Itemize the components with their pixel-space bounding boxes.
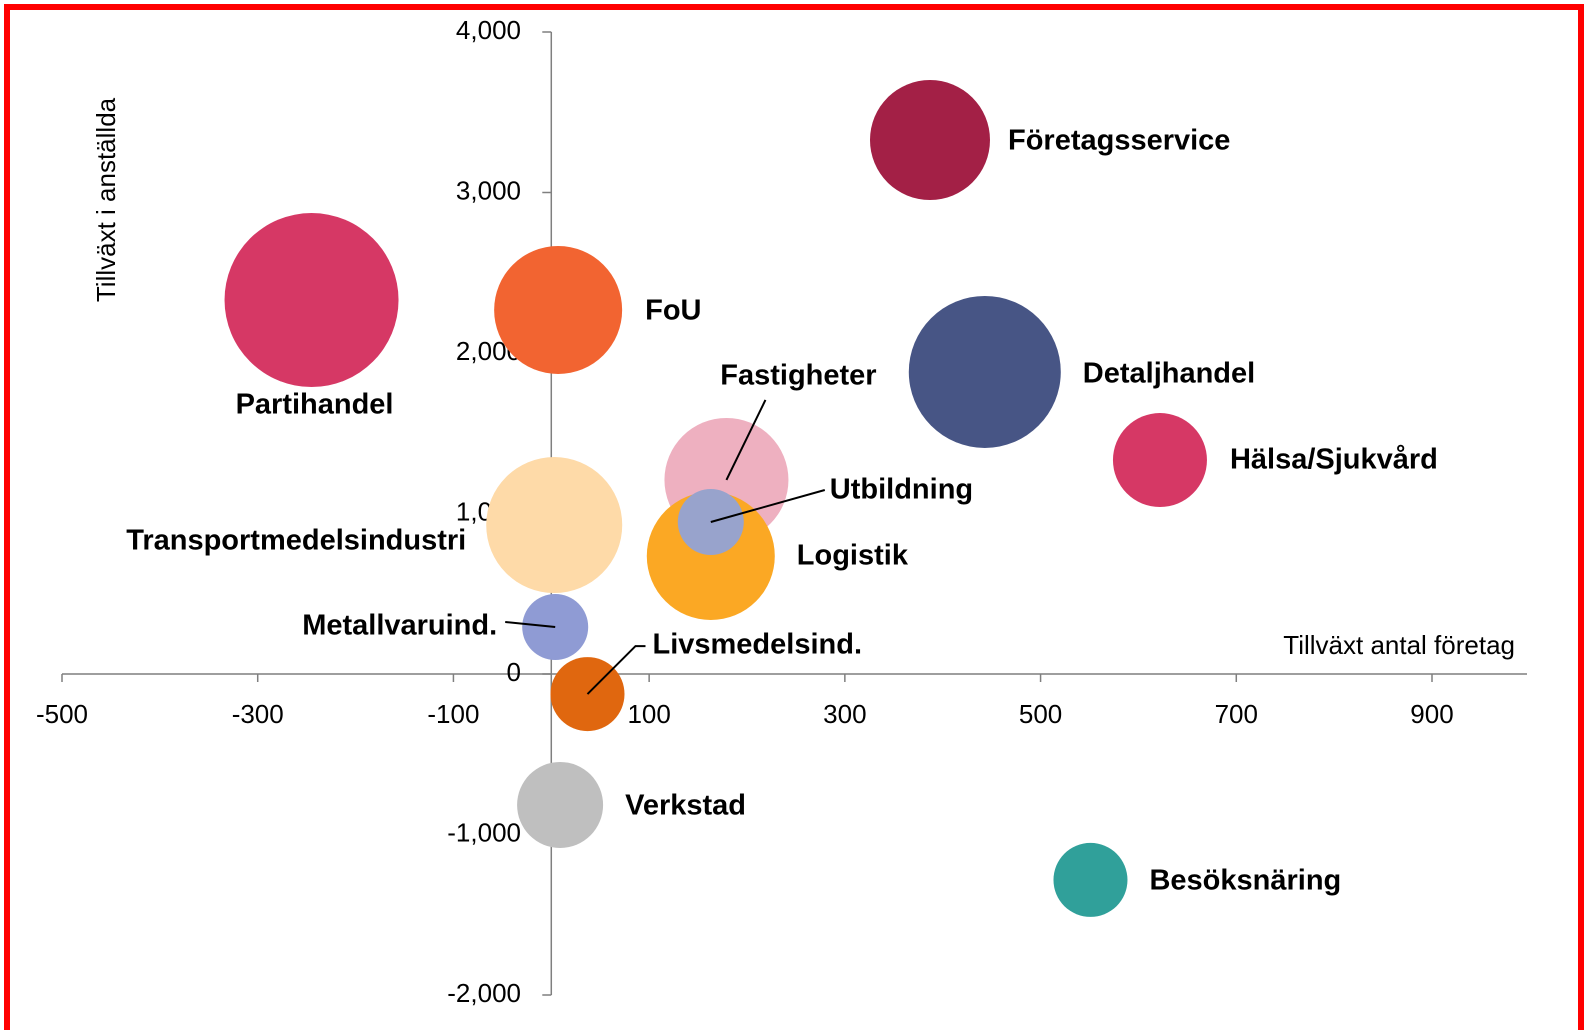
y-axis-title: Tillväxt i anställda bbox=[91, 97, 121, 302]
y-tick-label: -1,000 bbox=[447, 817, 521, 847]
x-tick-label: 100 bbox=[627, 699, 670, 729]
x-tick-label: 300 bbox=[823, 699, 866, 729]
bubble-label: Metallvaruind. bbox=[302, 610, 497, 642]
bubble bbox=[908, 295, 1061, 448]
bubble-label: Livsmedelsind. bbox=[652, 629, 862, 661]
y-tick-label: 4,000 bbox=[456, 15, 521, 45]
x-tick-label: -500 bbox=[36, 699, 88, 729]
x-tick-label: -100 bbox=[427, 699, 479, 729]
y-tick-label: 3,000 bbox=[456, 175, 521, 205]
bubble-label: Transportmedelsindustri bbox=[126, 525, 466, 557]
y-tick-label: 0 bbox=[507, 657, 521, 687]
x-tick-label: 700 bbox=[1215, 699, 1258, 729]
leader-line bbox=[710, 489, 826, 523]
bubble bbox=[494, 245, 623, 374]
bubble bbox=[1053, 842, 1128, 917]
leader-line bbox=[725, 399, 767, 481]
bubble bbox=[869, 80, 990, 201]
y-tick-label: -2,000 bbox=[447, 978, 521, 1008]
bubble-label: Detaljhandel bbox=[1083, 358, 1255, 390]
bubble-label: FoU bbox=[645, 295, 701, 327]
x-axis-title: Tillväxt antal företag bbox=[1283, 630, 1515, 660]
frame bbox=[4, 4, 1584, 1030]
leader-line bbox=[586, 645, 646, 695]
bubble-label: Verkstad bbox=[625, 790, 746, 822]
x-tick-label: -300 bbox=[232, 699, 284, 729]
bubble-label: Hälsa/Sjukvård bbox=[1230, 444, 1438, 476]
bubble bbox=[517, 761, 604, 848]
bubble-label: Utbildning bbox=[830, 474, 973, 506]
leader-line bbox=[505, 620, 556, 628]
bubble-label: Besöksnäring bbox=[1149, 865, 1341, 897]
bubble bbox=[1112, 413, 1207, 508]
x-tick-label: 500 bbox=[1019, 699, 1062, 729]
bubble-label: Partihandel bbox=[236, 389, 394, 421]
bubble bbox=[224, 213, 399, 388]
x-tick-label: 900 bbox=[1410, 699, 1453, 729]
bubble-label: Fastigheter bbox=[720, 360, 876, 392]
bubble-label: Logistik bbox=[797, 540, 909, 572]
bubble-label: Företagsservice bbox=[1008, 125, 1230, 157]
bubble bbox=[486, 457, 623, 594]
